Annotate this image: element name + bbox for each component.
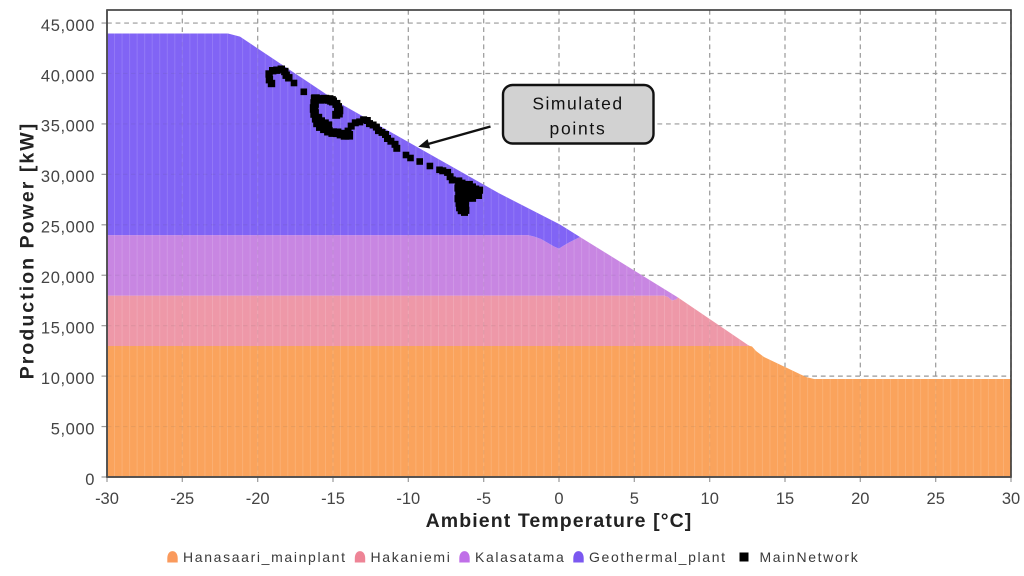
svg-text:10,000: 10,000	[41, 370, 95, 388]
svg-text:Simulated: Simulated	[532, 94, 623, 114]
svg-text:Ambient Temperature [°C]: Ambient Temperature [°C]	[426, 510, 693, 532]
svg-text:-25: -25	[170, 490, 194, 508]
svg-text:Hanasaari_mainplant: Hanasaari_mainplant	[183, 549, 347, 565]
svg-text:-20: -20	[246, 490, 270, 508]
svg-text:-10: -10	[396, 490, 420, 508]
svg-text:Geothermal_plant: Geothermal_plant	[589, 549, 727, 565]
svg-text:points: points	[550, 119, 607, 139]
svg-text:-15: -15	[321, 490, 345, 508]
svg-text:MainNetwork: MainNetwork	[760, 549, 860, 565]
svg-text:15: 15	[776, 490, 794, 508]
svg-text:5,000: 5,000	[51, 420, 95, 438]
svg-text:0: 0	[554, 490, 563, 508]
svg-text:0: 0	[85, 471, 95, 489]
svg-text:Kalasatama: Kalasatama	[475, 549, 565, 565]
svg-text:35,000: 35,000	[41, 118, 95, 136]
svg-text:20,000: 20,000	[41, 269, 95, 287]
svg-text:5: 5	[630, 490, 639, 508]
svg-text:40,000: 40,000	[41, 67, 95, 85]
svg-text:15,000: 15,000	[41, 320, 95, 338]
svg-text:-30: -30	[95, 490, 119, 508]
svg-text:Production Power [kW]: Production Power [kW]	[17, 122, 39, 380]
svg-text:25: 25	[927, 490, 945, 508]
svg-text:20: 20	[851, 490, 869, 508]
svg-text:30: 30	[1002, 490, 1020, 508]
svg-text:Hakaniemi: Hakaniemi	[371, 549, 452, 565]
svg-text:25,000: 25,000	[41, 219, 95, 237]
svg-text:-5: -5	[476, 490, 491, 508]
svg-text:30,000: 30,000	[41, 168, 95, 186]
svg-text:10: 10	[701, 490, 719, 508]
svg-text:45,000: 45,000	[41, 17, 95, 35]
